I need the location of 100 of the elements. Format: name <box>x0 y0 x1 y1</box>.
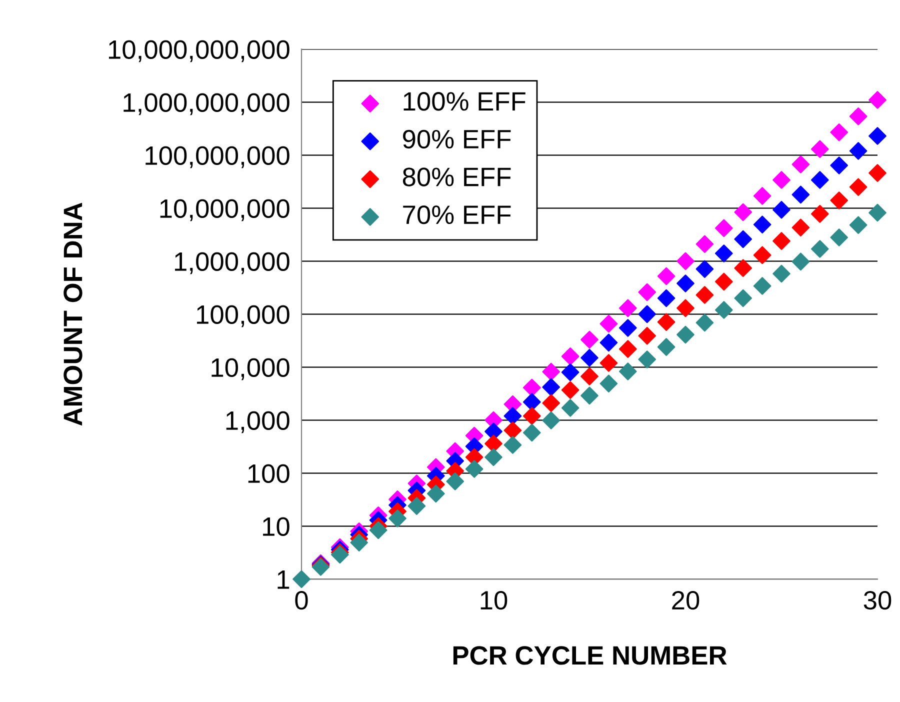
point <box>849 107 868 126</box>
point <box>830 228 848 246</box>
point <box>600 314 618 333</box>
point <box>388 509 406 528</box>
y-axis-title: AMOUNT OF DNA <box>64 202 82 426</box>
point <box>408 497 426 515</box>
point <box>714 301 733 319</box>
point <box>849 178 868 196</box>
point <box>753 187 772 205</box>
point <box>714 272 733 291</box>
point <box>600 334 618 352</box>
point <box>465 460 484 478</box>
point <box>638 350 656 368</box>
point <box>696 235 714 253</box>
y-tick-label: 100,000,000 <box>146 146 290 168</box>
point <box>504 407 522 425</box>
point <box>792 155 810 174</box>
y-tick-label: 10,000 <box>212 358 290 380</box>
point <box>618 362 637 380</box>
point <box>772 171 790 189</box>
point <box>504 422 522 440</box>
point <box>657 338 676 356</box>
point <box>734 289 752 308</box>
point <box>580 330 598 349</box>
point <box>542 362 560 381</box>
legend-label: 80% EFF <box>402 168 511 186</box>
point <box>618 299 637 318</box>
point <box>542 411 560 430</box>
point <box>618 318 637 337</box>
point <box>868 91 886 109</box>
x-tick-label: 30 <box>864 590 892 610</box>
point <box>522 424 541 442</box>
point <box>561 381 580 399</box>
point <box>830 123 848 142</box>
point <box>714 244 733 262</box>
point <box>830 191 848 210</box>
legend-label: 70% EFF <box>403 205 511 224</box>
y-tick-label: 10,000,000 <box>160 199 290 222</box>
point <box>792 252 810 271</box>
x-tick-label: 10 <box>480 590 508 610</box>
point <box>580 386 598 405</box>
point <box>810 240 829 258</box>
point <box>522 378 541 397</box>
point <box>868 127 886 145</box>
point <box>561 399 580 417</box>
point <box>753 216 772 234</box>
y-tick-label: 10,000,000,000 <box>108 40 290 62</box>
point <box>292 570 310 588</box>
point <box>772 232 790 250</box>
point <box>657 267 676 286</box>
y-tick-label: 100,000 <box>197 305 290 328</box>
point <box>868 204 886 222</box>
y-tick-label: 1 <box>278 570 290 589</box>
point <box>580 367 598 386</box>
y-tick-label: 1,000,000 <box>175 252 290 274</box>
point <box>792 186 810 204</box>
point <box>446 472 464 490</box>
y-tick-label: 100 <box>248 464 290 483</box>
y-tick-label: 10 <box>263 517 290 536</box>
x-tick-label: 20 <box>672 590 700 610</box>
point <box>638 283 656 302</box>
point <box>484 448 502 466</box>
point <box>714 219 733 238</box>
point <box>696 314 714 332</box>
point <box>772 264 790 283</box>
point <box>849 142 868 160</box>
point <box>638 326 656 345</box>
point <box>810 204 829 223</box>
point <box>504 436 522 454</box>
point <box>676 274 694 292</box>
point <box>600 374 618 392</box>
point <box>810 140 829 158</box>
x-axis-title: PCR CYCLE NUMBER <box>453 646 727 665</box>
point <box>734 230 752 248</box>
point <box>522 407 541 425</box>
point <box>618 340 637 358</box>
point <box>561 347 580 366</box>
point <box>753 246 772 264</box>
point <box>542 394 560 412</box>
point <box>657 289 676 308</box>
y-tick-label: 1,000 <box>226 411 290 434</box>
point <box>580 348 598 367</box>
point <box>772 200 790 219</box>
legend-label: 90% EFF <box>403 130 511 149</box>
point <box>657 313 676 331</box>
point <box>638 305 656 324</box>
point <box>369 521 388 540</box>
point <box>696 286 714 304</box>
point <box>734 203 752 222</box>
point <box>676 326 694 344</box>
point <box>676 252 694 270</box>
point <box>522 393 541 411</box>
y-tick-label: 1,000,000,000 <box>124 93 290 116</box>
point <box>676 299 694 318</box>
point <box>426 484 445 503</box>
point <box>734 259 752 277</box>
point <box>561 363 580 382</box>
point <box>810 171 829 189</box>
x-tick-label: 0 <box>295 590 308 610</box>
point <box>830 156 848 174</box>
